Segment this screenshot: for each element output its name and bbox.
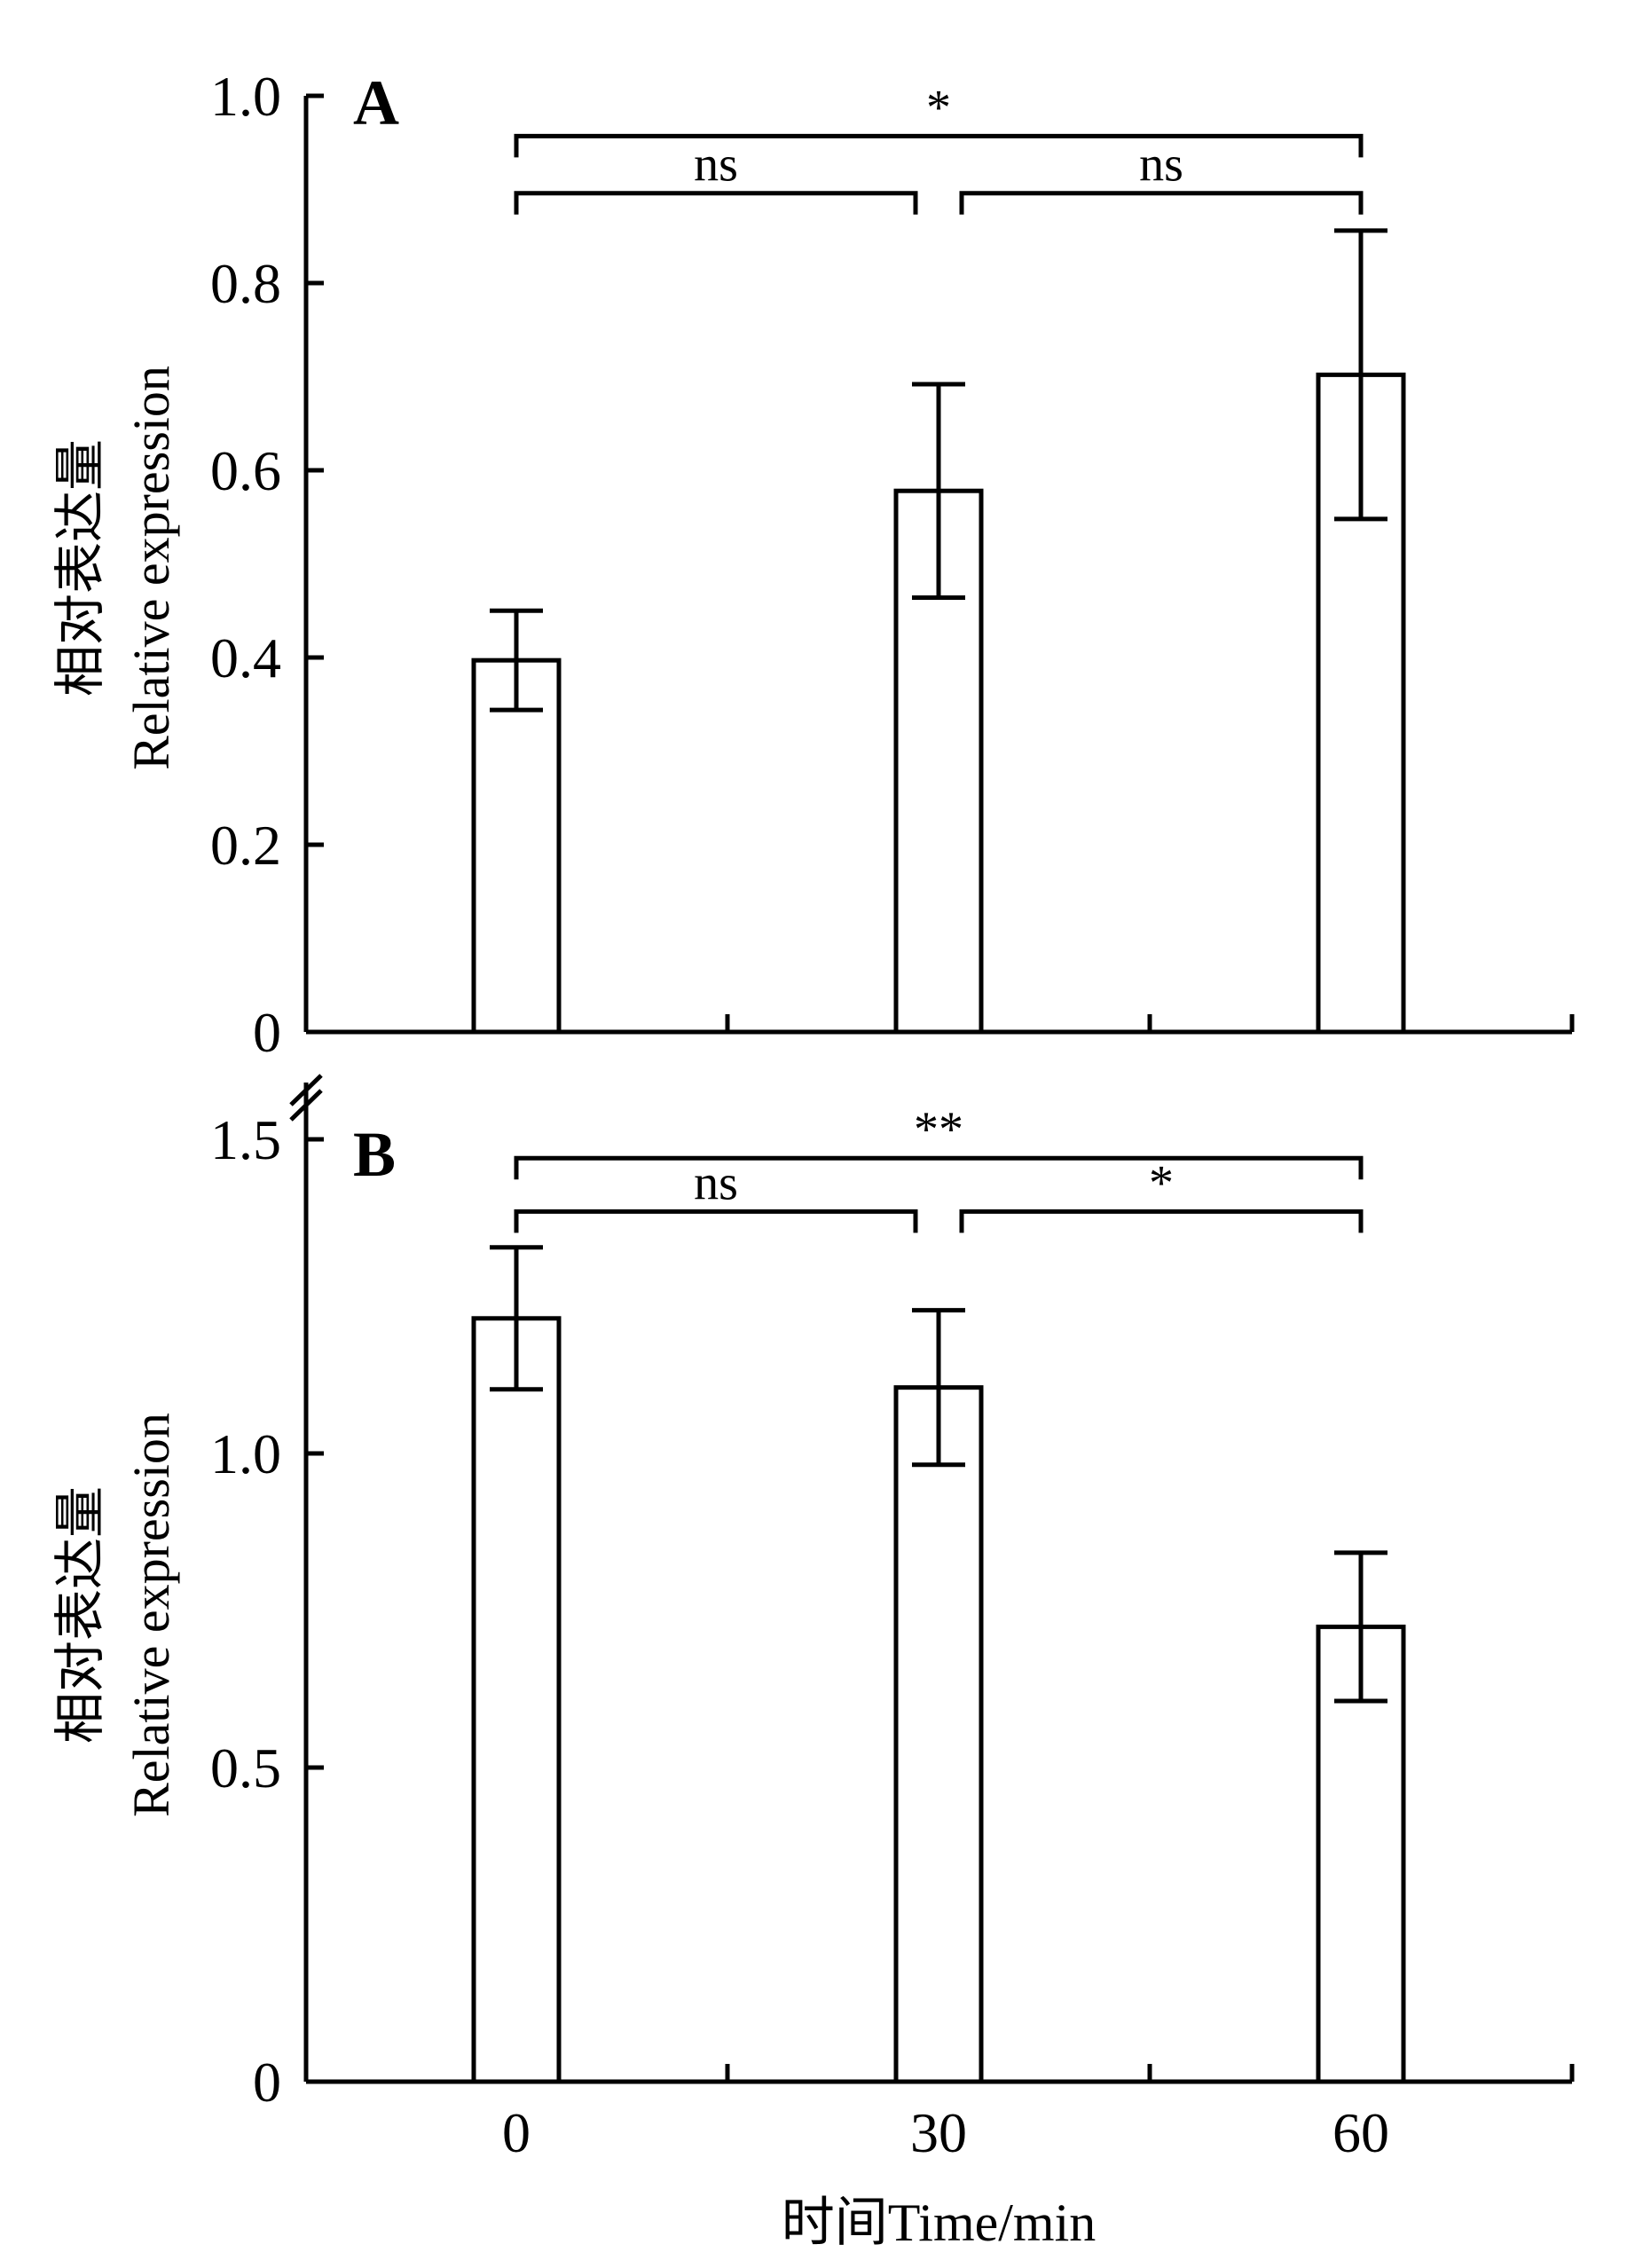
panel-a-y-tick-label: 1.0: [210, 65, 281, 128]
panel-a-significance-label: ns: [1139, 138, 1183, 193]
x-category-label: 0: [502, 2101, 531, 2164]
panel-a-bar: [893, 488, 984, 1035]
panel-b-y-axis-title-en: Relative expression: [122, 1413, 180, 1817]
panel-b-y-tick-label: 1.5: [210, 1108, 281, 1171]
axis-break-mark: [289, 1074, 323, 1106]
panel-a-significance-bracket: [959, 191, 1364, 215]
panel-a-y-tick-label: 0.6: [210, 439, 281, 502]
panel-b-significance-label: ns: [694, 1155, 738, 1210]
panel-b-y-axis-title-cn: 相对表达量: [51, 1486, 109, 1744]
panel-a-bar: [1316, 372, 1406, 1035]
panel-a-significance-label: ns: [694, 138, 738, 193]
panel-b-y-tick-label: 0: [253, 2051, 281, 2114]
x-category-label: 30: [910, 2101, 967, 2164]
axis-break-mark: [289, 1089, 323, 1122]
panel-b-label: B: [353, 1119, 396, 1190]
panel-a-significance-label: *: [926, 80, 951, 135]
panel-a-y-axis-title-cn: 相对表达量: [51, 439, 109, 697]
x-category-label: 60: [1332, 2101, 1389, 2164]
panel-a-y-tick-label: 0: [253, 1001, 281, 1064]
panel-a-y-axis-title-en: Relative expression: [122, 366, 180, 770]
panel-b-y-tick-label: 1.0: [210, 1422, 281, 1485]
panel-b-significance-bracket: [514, 1155, 1364, 1180]
x-axis-title: 时间Time/min: [782, 2193, 1097, 2252]
panel-b-significance-bracket: [514, 1209, 918, 1233]
panel-b-bar: [471, 1316, 562, 2084]
panel-b-significance-label: *: [1149, 1155, 1174, 1210]
panel-a-y-tick-label: 0.2: [210, 814, 281, 877]
panel-b-bar: [893, 1385, 984, 2084]
panel-a-y-tick-label: 0.8: [210, 252, 281, 315]
panel-a-significance-bracket: [514, 191, 918, 215]
panel-b-significance-bracket: [959, 1209, 1364, 1233]
panel-a-label: A: [353, 67, 399, 138]
panel-a-bar: [471, 658, 562, 1035]
panel-a-y-tick-label: 0.4: [210, 626, 281, 689]
panel-b-y-tick-label: 0.5: [210, 1736, 281, 1799]
panel-b-significance-label: **: [914, 1102, 963, 1157]
panel-a-significance-bracket: [514, 133, 1364, 158]
